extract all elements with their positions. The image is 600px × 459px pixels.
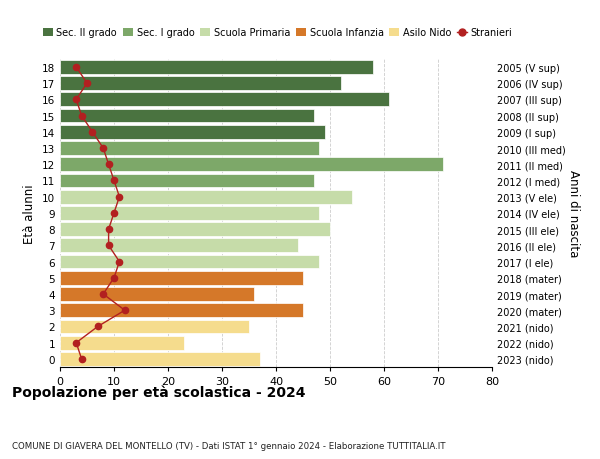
Bar: [60, 190, 352, 204]
Bar: [60, 126, 325, 140]
Bar: [60, 255, 319, 269]
Bar: [60, 93, 389, 107]
Legend: Sec. II grado, Sec. I grado, Scuola Primaria, Scuola Infanzia, Asilo Nido, Stran: Sec. II grado, Sec. I grado, Scuola Prim…: [39, 24, 517, 42]
Bar: [60, 109, 314, 123]
Bar: [60, 61, 373, 75]
Bar: [60, 77, 341, 91]
Bar: [60, 287, 254, 301]
Bar: [60, 142, 319, 156]
Bar: [60, 207, 319, 220]
Bar: [60, 336, 184, 350]
Bar: [60, 223, 330, 236]
Text: Popolazione per età scolastica - 2024: Popolazione per età scolastica - 2024: [12, 385, 305, 399]
Y-axis label: Età alunni: Età alunni: [23, 184, 37, 243]
Bar: [60, 174, 314, 188]
Bar: [60, 158, 443, 172]
Bar: [60, 239, 298, 253]
Bar: [60, 352, 260, 366]
Bar: [60, 304, 303, 318]
Bar: [60, 271, 303, 285]
Y-axis label: Anni di nascita: Anni di nascita: [566, 170, 580, 257]
Bar: [60, 320, 249, 334]
Text: COMUNE DI GIAVERA DEL MONTELLO (TV) - Dati ISTAT 1° gennaio 2024 - Elaborazione : COMUNE DI GIAVERA DEL MONTELLO (TV) - Da…: [12, 441, 445, 450]
